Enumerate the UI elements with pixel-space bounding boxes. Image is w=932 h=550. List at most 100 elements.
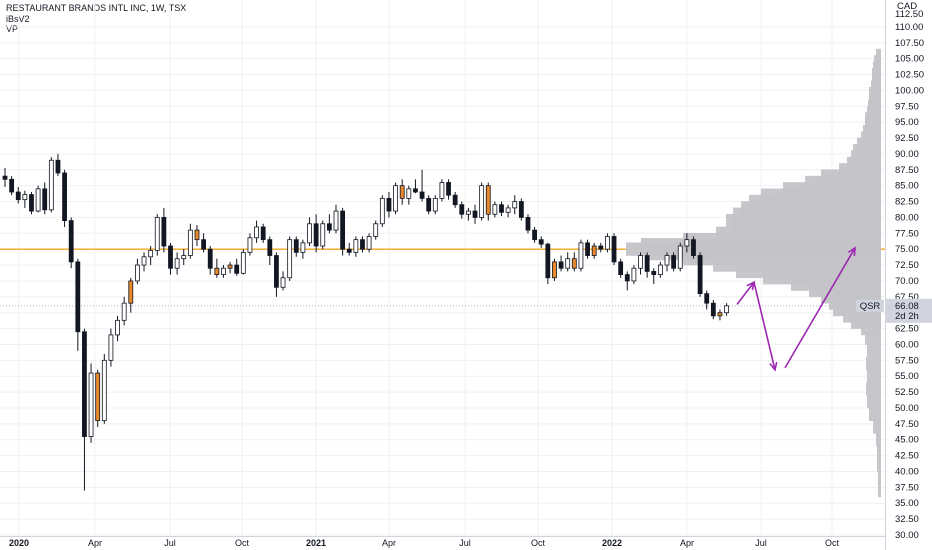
candle xyxy=(161,207,167,253)
candle xyxy=(300,239,306,259)
candle-body xyxy=(313,223,319,247)
price-tick-label: 35.00 xyxy=(895,498,919,509)
volume-profile-bar xyxy=(878,471,881,485)
price-tick-label: 77.50 xyxy=(895,228,919,239)
indicator-label-ibsv2[interactable]: iBsV2 xyxy=(6,14,30,24)
candle xyxy=(419,169,425,202)
candle-body xyxy=(227,264,233,269)
price-tick-label: 62.50 xyxy=(895,324,919,335)
candle-body xyxy=(611,236,617,263)
candle xyxy=(591,242,597,259)
candle-body xyxy=(585,242,590,256)
candle xyxy=(35,185,41,213)
candle xyxy=(664,252,670,272)
candle-body xyxy=(459,204,465,215)
candle xyxy=(293,236,299,257)
candle-body xyxy=(234,264,240,274)
candle xyxy=(340,207,346,256)
candle-body xyxy=(280,277,286,288)
projection-arrow xyxy=(736,246,856,372)
candle-body xyxy=(326,223,332,231)
price-axis[interactable]: 30.00 32.50 35.00 37.50 40.00 42.50 45.00 47.50… xyxy=(895,1,924,541)
candle xyxy=(565,252,571,272)
candle-body xyxy=(638,255,643,269)
candle-body xyxy=(108,334,114,361)
candle-body xyxy=(538,239,544,245)
candle-body xyxy=(684,239,690,247)
candle-body xyxy=(320,223,326,247)
candle-body xyxy=(565,258,571,269)
candle xyxy=(247,233,253,256)
candle xyxy=(333,204,339,234)
volume-profile-bar xyxy=(873,420,881,434)
candle xyxy=(62,169,67,227)
time-axis[interactable]: 2020 Apr Jul Oct 2021 Apr Jul Oct 2022 Apr Jul Oct xyxy=(9,538,840,548)
candle xyxy=(48,157,54,213)
candle xyxy=(128,277,134,313)
candle xyxy=(326,214,332,234)
price-tick-label: 112.50 xyxy=(895,9,923,20)
candle xyxy=(280,271,286,291)
candle xyxy=(459,201,465,219)
time-tick-label: Apr xyxy=(88,538,102,548)
candle-body xyxy=(293,239,299,253)
candle-body xyxy=(340,210,346,250)
candle-body xyxy=(174,258,180,269)
candle xyxy=(677,242,683,272)
candle-body xyxy=(492,204,498,215)
candle-body xyxy=(618,261,624,275)
volume-profile-bar xyxy=(876,433,881,447)
candle xyxy=(724,303,729,316)
candle-body xyxy=(677,245,683,269)
candle-body xyxy=(591,245,597,256)
candle-body xyxy=(2,175,8,180)
candle-body xyxy=(194,229,200,241)
candle-body xyxy=(578,242,584,269)
candle-body xyxy=(168,245,173,269)
candle-body xyxy=(598,245,604,250)
candle xyxy=(691,236,696,259)
candle xyxy=(9,176,15,196)
candle-body xyxy=(657,264,663,275)
candle xyxy=(611,233,617,266)
price-tick-label: 80.00 xyxy=(895,212,919,223)
time-tick-label: Jul xyxy=(164,538,176,548)
candle xyxy=(379,195,385,227)
candle-body xyxy=(221,267,226,275)
candle xyxy=(29,192,34,215)
candle xyxy=(406,185,412,205)
volume-profile-bar xyxy=(866,356,881,371)
candle xyxy=(697,252,703,297)
candle-body xyxy=(426,197,432,212)
candle xyxy=(88,363,94,443)
candle-body xyxy=(128,280,134,304)
candle-body xyxy=(101,359,107,422)
chart-title: RESTAURANT BRANDS INTL INC, 1W, TSX xyxy=(6,3,187,13)
price-tick-label: 107.50 xyxy=(895,38,924,49)
candle-body xyxy=(505,207,511,213)
price-tick-label: 32.50 xyxy=(895,514,919,525)
price-tick-label: 60.00 xyxy=(895,339,919,350)
candle xyxy=(492,201,498,218)
candle xyxy=(552,258,557,281)
time-tick-label: Jul xyxy=(755,538,767,548)
price-tick-label: 45.00 xyxy=(895,435,919,446)
candle-body xyxy=(121,302,127,321)
candle-body xyxy=(333,210,339,231)
candle xyxy=(485,182,491,221)
candle-body xyxy=(472,210,478,218)
candle-body xyxy=(267,239,273,256)
candle-body xyxy=(187,229,193,256)
candle-body xyxy=(62,172,67,222)
candle-body xyxy=(88,372,94,437)
candle xyxy=(95,369,101,428)
candle-body xyxy=(22,194,28,201)
price-tick-label: 92.50 xyxy=(895,133,919,144)
candle xyxy=(538,236,544,248)
candle-body xyxy=(432,197,438,212)
candlestick-series xyxy=(2,153,729,491)
indicator-label-vp[interactable]: VP xyxy=(6,24,19,34)
candle xyxy=(631,265,637,285)
volume-profile-bar xyxy=(876,48,881,63)
